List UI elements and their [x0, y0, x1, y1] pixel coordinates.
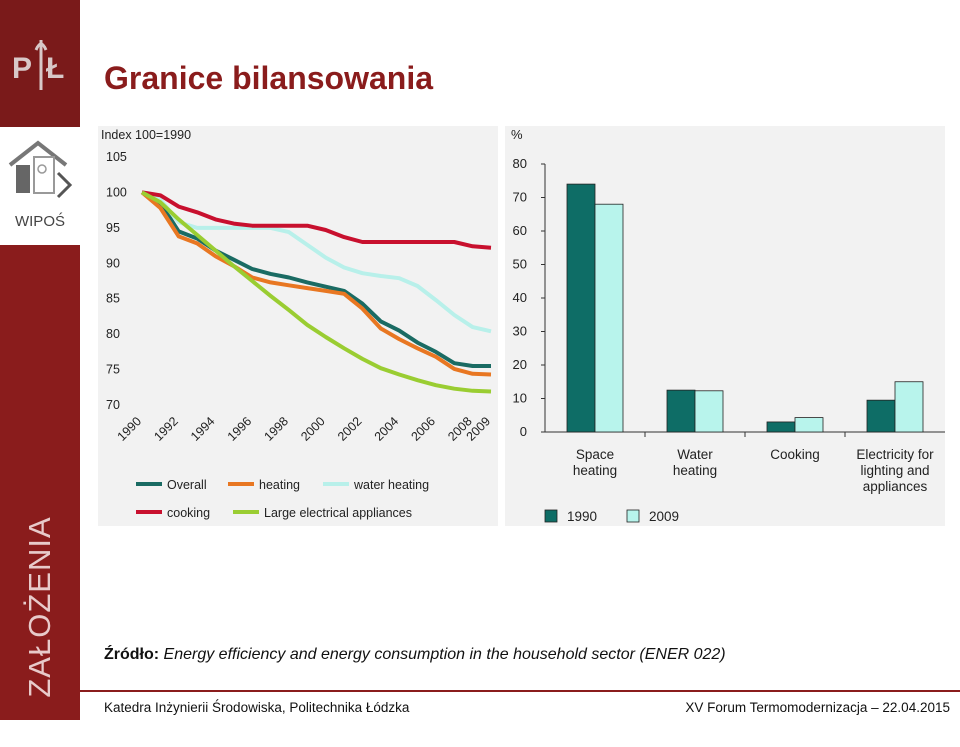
bar-1990	[766, 421, 796, 433]
bar-1990	[566, 183, 596, 433]
bar-chart-share: % 0 10 20 30 40 50 60 70 80 Space heating Water hea…	[505, 126, 945, 526]
bar-2009	[694, 390, 724, 433]
source-text: Energy efficiency and energy consumption…	[159, 646, 726, 663]
y-tick-label: 95	[106, 221, 120, 235]
bar-1990	[866, 399, 896, 433]
category-label: Water heating	[673, 447, 717, 478]
legend-label: heating	[259, 478, 300, 492]
y-tick-label: 40	[513, 290, 527, 305]
legend-swatch	[626, 509, 640, 523]
university-logo: P Ł	[0, 0, 80, 127]
slide-title: Granice bilansowania	[104, 60, 433, 96]
bar-2009	[794, 417, 824, 433]
y-tick-label: 50	[513, 257, 527, 272]
side-heading: ZAŁOŻENIA	[22, 516, 57, 698]
sidebar: P Ł WIPOŚ ZAŁOŻENIA	[0, 0, 80, 720]
svg-text:P: P	[12, 52, 32, 85]
legend-label: 1990	[567, 509, 597, 524]
wipos-logo-box: WIPOŚ	[0, 127, 80, 245]
legend-label: Large electrical appliances	[264, 506, 412, 520]
category-label: Cooking	[770, 447, 820, 462]
series-line-heating	[140, 190, 492, 377]
bar-2009	[594, 203, 624, 433]
footer-right: XV Forum Termomodernizacja – 22.04.2015	[685, 700, 950, 715]
svg-text:Ł: Ł	[46, 52, 64, 85]
pl-logo-icon: P Ł	[12, 40, 64, 90]
chart1-ylabel: Index 100=1990	[101, 128, 191, 142]
y-tick-label: 85	[106, 292, 120, 306]
y-tick-label: 75	[106, 363, 120, 377]
chart2-ylabel: %	[511, 127, 523, 142]
series-line-cooking	[141, 190, 492, 250]
y-tick-label: 80	[106, 327, 120, 341]
legend-label: cooking	[167, 506, 210, 520]
house-logo-icon	[8, 140, 73, 199]
legend-swatch	[544, 509, 558, 523]
y-tick-label: 105	[106, 150, 127, 164]
y-tick-label: 10	[513, 391, 527, 406]
source-note: Źródło: Energy efficiency and energy con…	[104, 646, 726, 664]
y-tick-label: 30	[513, 324, 527, 339]
chart1-background	[98, 126, 498, 526]
series-line-large-electrical-appliances	[141, 190, 492, 394]
legend-label: water heating	[353, 478, 429, 492]
y-tick-label: 80	[513, 156, 527, 171]
legend-label: 2009	[649, 509, 679, 524]
y-tick-label: 70	[513, 190, 527, 205]
sidebar-label: WIPOŚ	[14, 213, 65, 230]
series-line-overall	[140, 190, 491, 368]
series-line-water-heating	[141, 190, 492, 334]
category-label: Electricity for lighting and appliances	[856, 447, 934, 494]
y-tick-label: 70	[106, 398, 120, 412]
category-label: Space heating	[573, 447, 617, 478]
footer-left: Katedra Inżynierii Środowiska, Politechn…	[104, 700, 410, 715]
y-tick-label: 90	[106, 256, 120, 270]
y-tick-label: 100	[106, 185, 127, 199]
bar-1990	[666, 389, 696, 433]
source-label: Źródło:	[104, 646, 160, 663]
bar-2009	[894, 381, 924, 433]
footer: Katedra Inżynierii Środowiska, Politechn…	[80, 690, 960, 722]
legend-label: Overall	[167, 478, 207, 492]
y-tick-label: 0	[520, 424, 527, 439]
y-tick-label: 20	[513, 357, 527, 372]
y-tick-label: 60	[513, 223, 527, 238]
